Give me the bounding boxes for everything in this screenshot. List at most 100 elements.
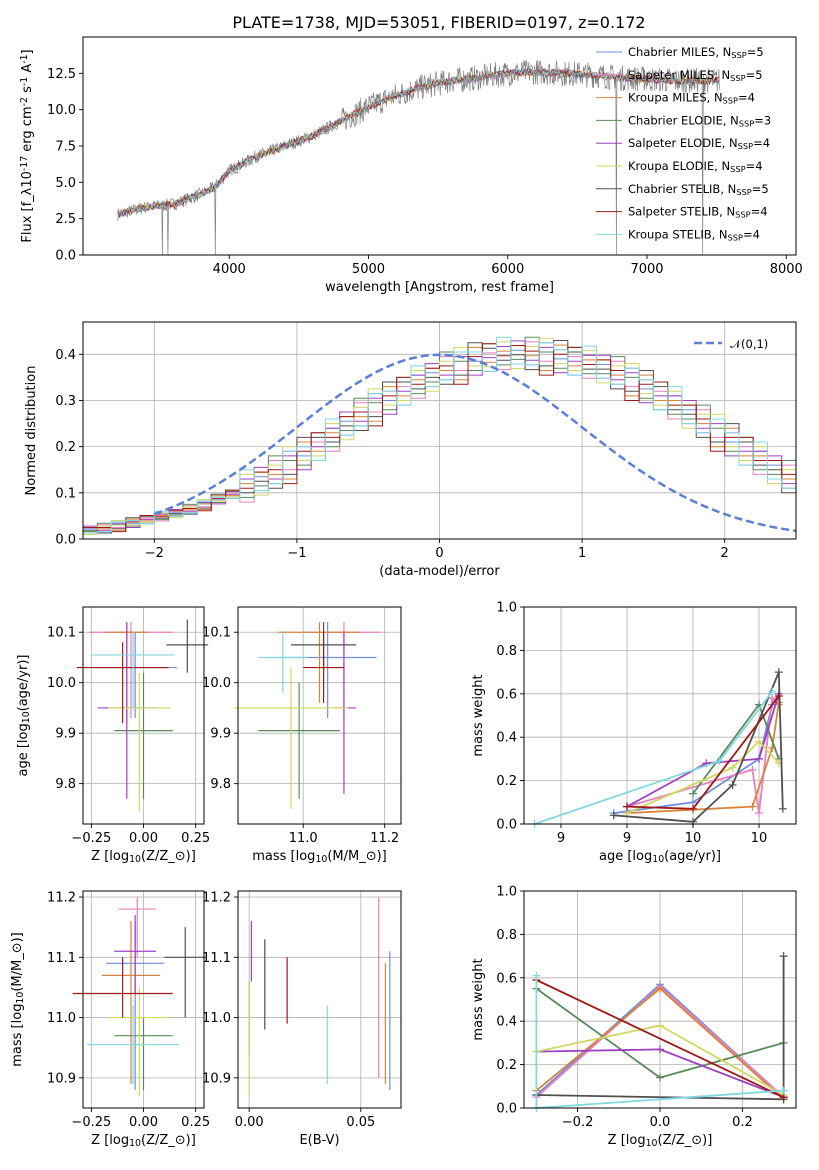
y-tick-label: 10.9 xyxy=(47,1071,76,1086)
y-axis-label: mass [log10(M/M_⊙)] xyxy=(10,932,26,1067)
x-axis-label: E(B-V) xyxy=(299,1133,339,1148)
legend-entry: 𝒩(0,1) xyxy=(730,337,768,351)
histograms xyxy=(82,336,797,539)
y-tick-label: 11.1 xyxy=(202,951,231,966)
x-tick-label: 10 xyxy=(751,831,768,846)
x-tick-label: 0.0 xyxy=(650,1115,671,1130)
lines-massweight-vs-Z xyxy=(532,952,788,1112)
x-tick-label: 1 xyxy=(578,546,586,561)
series-marker xyxy=(779,1086,788,1095)
series-marker xyxy=(656,984,664,993)
legend-entry: Chabrier MILES, NSSP=5 xyxy=(628,45,764,60)
series-marker xyxy=(532,971,541,980)
y-tick-label: 9.8 xyxy=(55,777,76,792)
x-tick-label: 6000 xyxy=(491,262,524,277)
series-marker xyxy=(768,687,777,696)
x-tick-label: 0.00 xyxy=(129,831,158,846)
y-tick-label: 0.4 xyxy=(55,348,76,363)
y-axis-label: age [log10(age/yr)] xyxy=(16,655,32,777)
spectrum-model-5 xyxy=(117,67,720,218)
legend-normal: 𝒩(0,1) xyxy=(694,337,768,351)
y-tick-label: 0.0 xyxy=(55,249,76,264)
legend: Chabrier MILES, NSSP=5 Salpeter MILES, NS… xyxy=(596,45,771,242)
series-marker xyxy=(728,763,737,772)
axes-massweight-vs-age xyxy=(524,606,796,828)
x-axis-label: wavelength [Angstrom, rest frame] xyxy=(325,280,554,295)
figure-title: PLATE=1738, MJD=53051, FIBERID=0197, z=0… xyxy=(232,13,645,32)
x-axis-label: Z [log10(Z/Z_⊙)] xyxy=(608,1133,713,1149)
x-axis-label: age [log10(age/yr)] xyxy=(599,849,721,865)
frame-massweight-vs-age: 9 9 10 10 0.0 0.2 0.4 0.6 0.8 1.0 age [log10(age/y… xyxy=(471,601,797,865)
series-line-2 xyxy=(626,702,780,814)
legend-entry: Kroupa ELODIE, NSSP=4 xyxy=(628,159,763,174)
x-tick-label: 0.25 xyxy=(181,1115,210,1130)
series-marker xyxy=(774,668,783,677)
series-marker xyxy=(774,691,783,700)
x-tick-label: 5000 xyxy=(352,262,385,277)
series-line-4 xyxy=(626,693,780,808)
y-tick-label: 2.5 xyxy=(55,212,76,227)
series-marker xyxy=(656,1021,664,1030)
x-tick-label: 4000 xyxy=(213,262,246,277)
series-marker xyxy=(622,802,631,811)
y-tick-label: 0.8 xyxy=(496,644,517,659)
y-tick-label: 7.5 xyxy=(55,140,76,155)
y-axis-label: Flux [f_λ10-17 erg cm-2 s-1 A-1] xyxy=(19,49,35,242)
axes-age-vs-Z xyxy=(76,607,209,824)
y-tick-label: 0.2 xyxy=(55,440,76,455)
y-tick-label: 9.8 xyxy=(210,777,231,792)
series-marker xyxy=(609,811,618,820)
errorbars-age-vs-Z xyxy=(76,619,209,812)
x-tick-label: 2 xyxy=(721,546,729,561)
x-tick-label: −1 xyxy=(287,546,306,561)
frame-mass-vs-Z: −0.25 0.00 0.25 10.9 11.0 11.1 11.2 Z [log10(Z/… xyxy=(10,890,210,1149)
axes-mass-vs-Z xyxy=(72,891,207,1108)
series-marker xyxy=(748,765,757,774)
legend-entry: Kroupa MILES, NSSP=4 xyxy=(628,91,755,106)
y-axis-label: Normed distribution xyxy=(24,366,39,496)
legend-entry: Salpeter MILES, NSSP=5 xyxy=(628,68,763,83)
series-marker xyxy=(728,780,737,789)
series-marker xyxy=(779,952,788,961)
y-tick-label: 0.4 xyxy=(496,731,517,746)
frame-mass-vs-EBV: 0.00 0.05 10.9 11.0 11.1 11.2 E(B-V) xyxy=(202,890,402,1148)
errorbars-mass-vs-EBV xyxy=(248,897,391,1096)
x-tick-label: 8000 xyxy=(770,262,803,277)
y-tick-label: 0.4 xyxy=(496,1015,517,1030)
series-marker xyxy=(755,737,764,746)
frame-massweight-vs-Z: −0.2 0.0 0.2 0.0 0.2 0.4 0.6 0.8 1.0 Z [log10(Z/Z… xyxy=(471,885,797,1149)
x-tick-label: 0.05 xyxy=(346,1115,375,1130)
axes-age-vs-mass xyxy=(233,607,401,824)
spectrum-lines xyxy=(117,59,720,256)
series-marker xyxy=(778,804,787,813)
y-tick-label: 11.0 xyxy=(202,1011,231,1026)
y-tick-label: 0.3 xyxy=(55,394,76,409)
x-tick-label: 11.2 xyxy=(370,831,399,846)
axes-spectrum xyxy=(83,37,796,256)
y-tick-label: 0.2 xyxy=(496,774,517,789)
legend-entry: Chabrier STELIB, NSSP=5 xyxy=(628,182,769,197)
y-tick-label: 0.6 xyxy=(496,971,517,986)
series-marker xyxy=(689,804,698,813)
y-tick-label: 11.1 xyxy=(47,951,76,966)
frame-age-vs-mass: 11.0 11.2 9.8 9.9 10.0 10.1 mass [log10(M/M_⊙)… xyxy=(202,606,402,865)
series-marker xyxy=(755,754,764,763)
normal-reference-curve xyxy=(153,353,797,533)
y-tick-label: 0.1 xyxy=(55,486,76,501)
x-tick-label: 7000 xyxy=(630,262,663,277)
y-tick-label: 12.5 xyxy=(47,67,76,82)
y-tick-label: 11.0 xyxy=(47,1011,76,1026)
y-tick-label: 0.0 xyxy=(55,533,76,548)
spectrum-model-8 xyxy=(117,67,720,218)
legend-entry: Chabrier ELODIE, NSSP=3 xyxy=(628,113,771,128)
y-tick-label: 10.0 xyxy=(47,676,76,691)
y-tick-label: 10.0 xyxy=(202,676,231,691)
x-tick-label: 0.00 xyxy=(129,1115,158,1130)
x-axis-label: Z [log10(Z/Z_⊙)] xyxy=(91,849,196,865)
x-tick-label: −2 xyxy=(145,546,164,561)
axes-residuals xyxy=(82,322,797,540)
y-tick-label: 11.2 xyxy=(47,891,76,906)
y-tick-label: 9.9 xyxy=(210,727,231,742)
x-tick-label: 9 xyxy=(557,831,565,846)
